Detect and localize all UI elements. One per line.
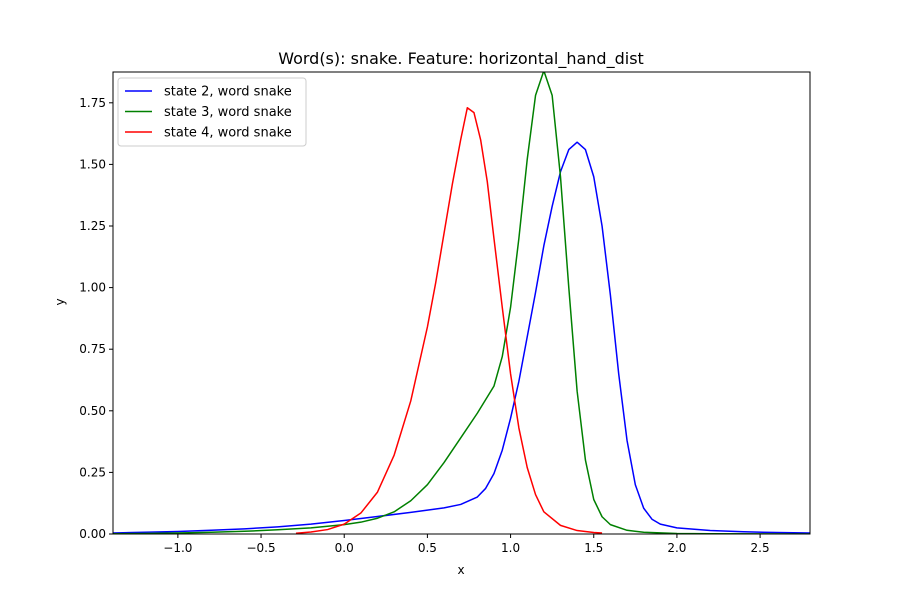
legend-entry: state 4, word snake	[164, 126, 292, 141]
x-tick-label: 0.5	[418, 541, 437, 555]
y-tick-label: 0.50	[79, 404, 106, 418]
y-tick-label: 1.00	[79, 281, 106, 295]
plot-area	[112, 71, 811, 535]
x-tick-label: −1.0	[163, 541, 192, 555]
legend: state 2, word snake state 3, word snake st…	[117, 77, 307, 147]
x-axis-label: x	[457, 563, 464, 577]
y-tick-label: 0.75	[79, 342, 106, 356]
y-tick-label: 0.00	[79, 527, 106, 541]
legend-entry: state 2, word snake	[164, 85, 292, 100]
chart-title: Word(s): snake. Feature: horizontal_hand…	[278, 49, 644, 69]
x-tick-label: 1.5	[584, 541, 603, 555]
series-line-state-4	[295, 106, 603, 534]
series-lines	[113, 72, 810, 534]
y-tick-label: 0.25	[79, 465, 106, 479]
x-tick-label: 2.0	[667, 541, 686, 555]
x-axis: −1.0 −0.5 0.0 0.5 1.0 1.5 2.0 2.5	[163, 534, 770, 555]
x-tick-label: 2.5	[751, 541, 770, 555]
legend-entry: state 3, word snake	[164, 105, 292, 120]
y-axis: 0.00 0.25 0.50 0.75 1.00 1.25 1.50 1.75	[79, 96, 113, 541]
series-line-state-2	[113, 141, 810, 534]
y-tick-label: 1.75	[79, 96, 106, 110]
series-line-state-3	[113, 72, 810, 534]
plot-frame	[112, 71, 811, 535]
y-tick-label: 1.25	[79, 219, 106, 233]
y-tick-label: 1.50	[79, 157, 106, 171]
x-tick-label: −0.5	[246, 541, 275, 555]
y-axis-label: y	[53, 298, 67, 305]
x-tick-label: 1.0	[501, 541, 520, 555]
x-tick-label: 0.0	[335, 541, 354, 555]
legend-box	[117, 77, 307, 147]
